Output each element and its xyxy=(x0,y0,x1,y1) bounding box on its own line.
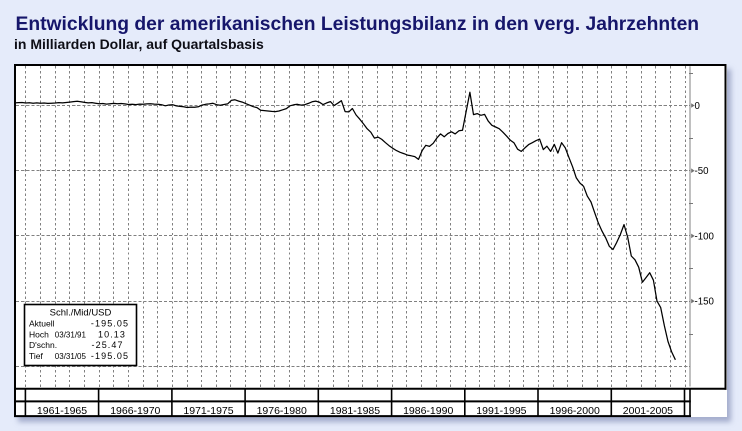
svg-text:1971-1975: 1971-1975 xyxy=(183,405,233,417)
svg-text:D'schn.: D'schn. xyxy=(29,340,57,350)
svg-text:10.13: 10.13 xyxy=(98,330,126,340)
svg-text:1981-1985: 1981-1985 xyxy=(330,405,380,417)
svg-text:Aktuell: Aktuell xyxy=(29,319,55,329)
svg-text:Tief: Tief xyxy=(29,351,43,361)
svg-text:-195.05: -195.05 xyxy=(91,319,129,329)
svg-text:1961-1965: 1961-1965 xyxy=(37,405,87,417)
svg-text:03/31/91: 03/31/91 xyxy=(55,331,87,340)
svg-text:1996-2000: 1996-2000 xyxy=(550,405,600,417)
svg-text:1986-1990: 1986-1990 xyxy=(403,405,453,417)
svg-text:-50: -50 xyxy=(695,166,710,177)
svg-text:1966-1970: 1966-1970 xyxy=(110,405,160,417)
svg-text:Hoch: Hoch xyxy=(29,330,49,340)
svg-text:1991-1995: 1991-1995 xyxy=(476,405,526,417)
svg-text:0: 0 xyxy=(695,101,701,112)
svg-text:-195.05: -195.05 xyxy=(91,351,129,361)
svg-text:-150: -150 xyxy=(695,297,715,308)
svg-text:-100: -100 xyxy=(695,231,715,242)
svg-text:-25.47: -25.47 xyxy=(92,340,124,350)
svg-text:03/31/05: 03/31/05 xyxy=(55,352,87,361)
svg-text:2001-2005: 2001-2005 xyxy=(623,405,673,417)
svg-text:1976-1980: 1976-1980 xyxy=(257,405,307,417)
svg-text:Schl./Mid/USD: Schl./Mid/USD xyxy=(50,308,112,319)
